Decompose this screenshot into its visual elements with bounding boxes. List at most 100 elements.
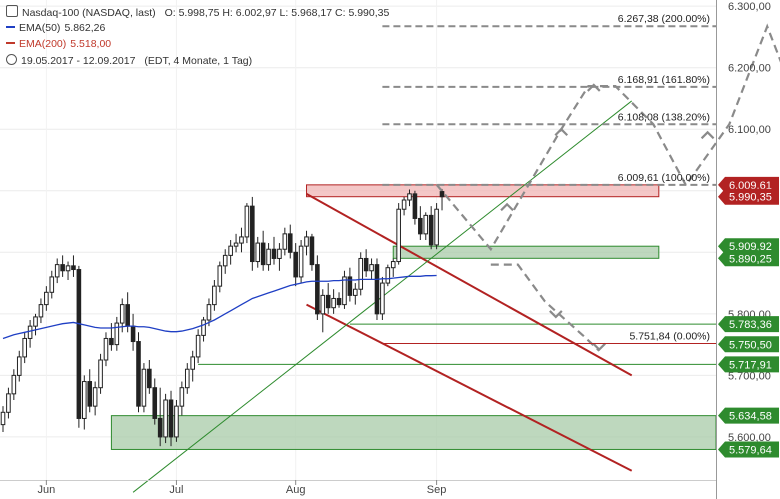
candle-body <box>119 304 125 324</box>
y-tick-label: 6.100,00 <box>728 124 771 136</box>
candle-body <box>16 356 22 376</box>
header-line-1: Nasdaq-100 (NASDAQ, last) O: 5.998,75 H:… <box>6 5 389 19</box>
candle-body <box>250 205 255 263</box>
candle-body <box>152 387 158 419</box>
candle-body <box>184 368 190 389</box>
candle-body <box>98 359 103 389</box>
candle-body <box>103 337 109 361</box>
candle-body <box>201 319 206 336</box>
red-channel-upper <box>306 192 633 377</box>
candle-body <box>11 374 17 395</box>
x-tick-label: Aug <box>286 484 306 496</box>
ema50-value: 5.862,26 <box>64 22 106 34</box>
candle-body <box>380 282 385 315</box>
candle-body <box>325 294 331 309</box>
candle-body <box>212 285 217 306</box>
scenario-up-path <box>435 23 780 252</box>
candle-body <box>157 417 163 438</box>
candle-body <box>60 264 65 272</box>
candle-body <box>277 248 282 259</box>
zone-resistance <box>306 184 660 198</box>
candle-body <box>282 233 288 250</box>
ema200-swatch <box>6 41 15 44</box>
candle-body <box>130 325 136 343</box>
candle-body <box>439 191 445 198</box>
candle-body <box>82 381 87 419</box>
fib-level-label: 6.108,08 (138.20%) <box>618 111 710 123</box>
candle-body <box>239 236 244 244</box>
ema200-value: 5.518,00 <box>70 38 112 50</box>
candle-body <box>195 334 201 358</box>
price-tag: 5.634,58 <box>718 407 779 424</box>
x-tick-label: Jul <box>169 484 183 496</box>
candle-body <box>369 264 374 272</box>
candle-body <box>255 242 261 263</box>
arrow-down <box>592 342 606 352</box>
symbol-title: Nasdaq-100 (NASDAQ, last) <box>22 7 156 19</box>
grid <box>0 0 716 480</box>
price-tag-text: 5.750,50 <box>729 339 772 351</box>
y-tick-label: 5.700,00 <box>728 370 771 382</box>
period-dates: 19.05.2017 - 12.09.2017 <box>21 55 136 67</box>
candle-body <box>87 381 93 407</box>
y-tick-label: 5.600,00 <box>728 432 771 444</box>
x-tick-label: Jun <box>37 484 55 496</box>
candles <box>0 188 445 447</box>
candle-body <box>71 265 76 271</box>
candle-body <box>217 265 223 287</box>
arrow-up <box>554 127 569 137</box>
fibonacci-levels: 6.267,38 (200.00%) 6.168,91 (161.80%) 6.10… <box>382 13 716 344</box>
candle-body <box>390 261 396 269</box>
scenario-down-path <box>490 263 600 352</box>
arrow-up <box>500 202 514 212</box>
legend-ema50: EMA(50) 5.862,26 <box>6 22 105 34</box>
arrow-up <box>700 130 715 140</box>
candle-body <box>260 242 266 266</box>
candle-body <box>168 399 174 438</box>
price-tag-text: 5.783,36 <box>729 319 772 331</box>
fib-level-label: 5.751,84 (0.00%) <box>629 330 710 342</box>
candle-body <box>147 368 152 389</box>
price-tag: 5.990,35 <box>718 188 779 205</box>
zone-support-lower <box>110 415 717 450</box>
legend-ema200: EMA(200) 5.518,00 <box>6 38 111 50</box>
candle-body <box>54 264 60 278</box>
candle-body <box>293 251 298 278</box>
candle-body <box>114 322 120 346</box>
ema50-line <box>2 274 437 340</box>
candle-body <box>125 304 130 327</box>
ohlc-values: O: 5.998,75 H: 6.002,97 L: 5.968,17 C: 5… <box>164 7 390 19</box>
candle-body <box>65 265 71 272</box>
candle-body <box>336 297 342 306</box>
candle-body <box>412 193 418 219</box>
candle-body <box>428 214 434 246</box>
candle-body <box>423 214 429 235</box>
price-tag: 5.909,92 <box>718 238 779 255</box>
candle-body <box>374 264 380 315</box>
zone-support-upper <box>392 245 660 259</box>
candle-body <box>287 233 293 253</box>
price-tag: 5.579,64 <box>718 441 779 458</box>
candle-body <box>266 248 271 266</box>
x-axis: Jun Jul Aug Sep <box>0 480 716 496</box>
candle-body <box>6 393 11 413</box>
price-tag: 5.783,36 <box>718 316 779 333</box>
period-note: (EDT, 4 Monate, 1 Tag) <box>144 55 253 67</box>
price-tag-bg <box>718 316 779 333</box>
arrow-down <box>549 310 563 319</box>
fib-level-label: 6.267,38 (200.00%) <box>618 13 710 25</box>
price-tag-text: 5.634,58 <box>729 411 772 423</box>
price-tag: 5.750,50 <box>718 336 779 353</box>
chart-menu-icon[interactable] <box>6 5 18 17</box>
candle-body <box>418 217 423 235</box>
candle-body <box>206 304 212 321</box>
candle-body <box>190 356 195 370</box>
candle-body <box>331 297 336 309</box>
candle-body <box>363 257 369 272</box>
price-tag-text: 5.717,91 <box>729 359 772 371</box>
price-tag-bg <box>718 188 779 205</box>
price-tag-text: 5.579,64 <box>729 444 772 456</box>
candle-body <box>109 337 114 346</box>
candle-body <box>434 208 439 246</box>
